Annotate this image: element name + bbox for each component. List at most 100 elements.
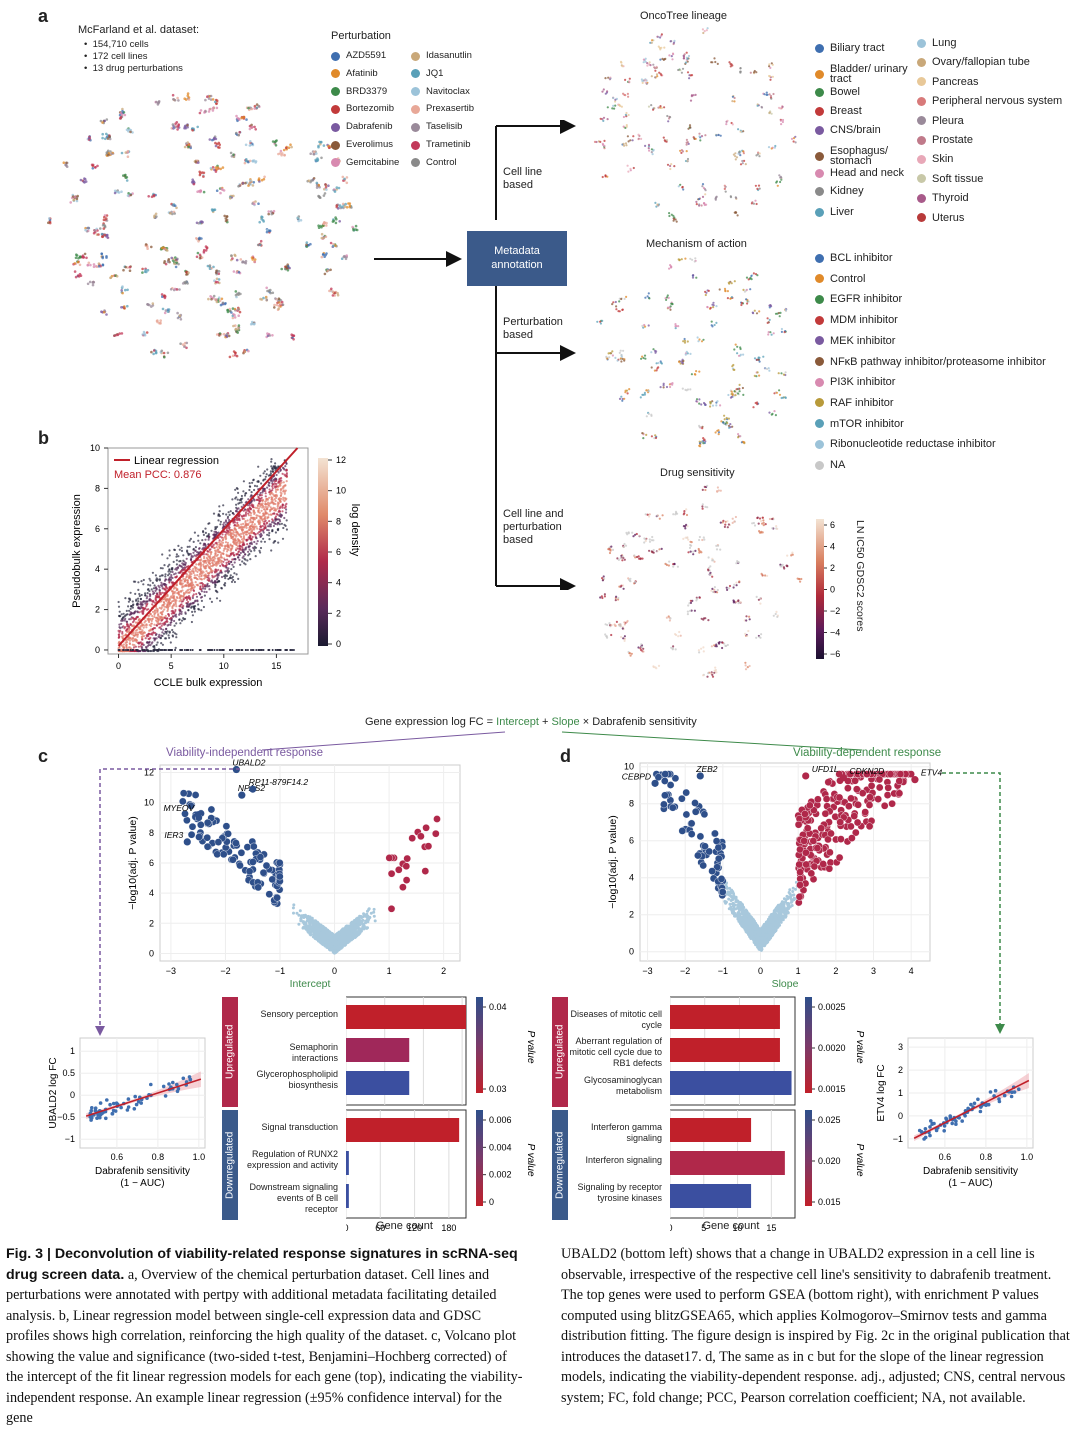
- density-point: [238, 501, 241, 504]
- umap-point: [105, 256, 108, 259]
- umap-point: [141, 271, 144, 274]
- density-point: [231, 558, 234, 561]
- colorbar-tick-label: 6: [830, 520, 835, 530]
- umap-point: [647, 143, 651, 146]
- umap-point: [124, 151, 128, 154]
- density-point: [197, 534, 200, 537]
- umap-point: [757, 598, 760, 601]
- umap-point: [214, 271, 218, 274]
- density-point: [282, 481, 285, 484]
- density-point: [271, 519, 275, 522]
- umap-point: [237, 271, 241, 274]
- density-point: [203, 555, 206, 558]
- umap-point: [619, 349, 622, 352]
- density-point: [241, 560, 244, 563]
- umap-point: [205, 247, 209, 250]
- umap-point: [159, 322, 162, 325]
- umap-point: [737, 433, 740, 436]
- density-point: [257, 496, 260, 499]
- legend-label: Esophagus/ stomach: [830, 145, 889, 167]
- density-point: [154, 631, 157, 635]
- density-point: [238, 554, 241, 557]
- umap-point: [779, 311, 782, 314]
- density-point: [182, 554, 185, 557]
- density-point: [263, 470, 266, 473]
- umap-point: [652, 63, 655, 66]
- umap-point: [156, 103, 160, 106]
- umap-point: [187, 98, 191, 101]
- density-point: [216, 577, 219, 581]
- umap-point: [272, 209, 276, 213]
- density-point: [200, 588, 203, 591]
- umap-point: [623, 542, 626, 546]
- umap-point: [262, 177, 266, 181]
- umap-point: [719, 404, 722, 407]
- legend-label: Skin: [932, 153, 954, 166]
- umap-point: [187, 145, 190, 149]
- umap-point: [131, 131, 134, 134]
- umap-point: [752, 406, 755, 409]
- density-point: [269, 513, 272, 516]
- umap-point: [660, 361, 663, 364]
- density-point: [266, 486, 269, 489]
- umap-point: [634, 533, 637, 536]
- umap-point: [613, 623, 616, 626]
- umap-point: [725, 586, 728, 589]
- density-point: [197, 563, 200, 566]
- umap-point: [593, 140, 597, 143]
- umap-point: [714, 431, 717, 434]
- density-point: [178, 613, 181, 616]
- umap-point: [215, 277, 219, 281]
- density-point: [197, 603, 200, 606]
- density-point: [221, 526, 225, 529]
- density-point: [274, 490, 278, 493]
- umap-point: [652, 348, 655, 351]
- umap-point: [154, 212, 158, 216]
- umap-point: [255, 103, 259, 106]
- density-point: [143, 635, 146, 638]
- density-point: [218, 505, 221, 508]
- density-point: [236, 521, 239, 524]
- umap-point: [267, 212, 270, 216]
- umap-point: [313, 150, 316, 154]
- density-point: [273, 498, 276, 501]
- density-point: [259, 551, 262, 554]
- bullet-cells: • 154,710 cells: [84, 39, 149, 50]
- umap-point: [315, 152, 318, 155]
- density-point: [224, 519, 228, 522]
- umap-point: [780, 327, 783, 331]
- density-point: [125, 638, 128, 641]
- density-point: [237, 524, 240, 528]
- density-point: [276, 488, 279, 491]
- density-point: [258, 511, 261, 514]
- umap-point: [650, 435, 653, 438]
- density-point: [187, 553, 190, 557]
- umap-point: [649, 41, 652, 44]
- umap-point: [225, 215, 229, 218]
- density-point: [255, 514, 258, 517]
- umap-point: [674, 325, 677, 328]
- umap-point: [92, 263, 96, 266]
- umap-point: [230, 254, 233, 257]
- legend-item: Gemcitabine: [331, 157, 399, 168]
- umap-point: [759, 597, 762, 600]
- umap-point: [623, 639, 626, 642]
- umap-point: [738, 390, 741, 393]
- umap-point: [97, 233, 100, 236]
- umap-point: [700, 403, 703, 406]
- umap-point: [672, 645, 675, 648]
- umap-point: [209, 94, 213, 98]
- umap-point: [759, 531, 763, 534]
- umap-point: [735, 584, 738, 587]
- density-point: [161, 567, 164, 570]
- legend-item: Lung: [917, 37, 956, 49]
- density-point: [155, 579, 158, 582]
- density-point: [232, 538, 235, 541]
- umap-point: [599, 320, 602, 323]
- umap-point: [780, 372, 783, 375]
- umap-point: [171, 123, 175, 126]
- umap-point: [650, 41, 654, 44]
- density-point: [223, 521, 226, 524]
- umap-point: [639, 396, 642, 399]
- density-point: [124, 614, 127, 617]
